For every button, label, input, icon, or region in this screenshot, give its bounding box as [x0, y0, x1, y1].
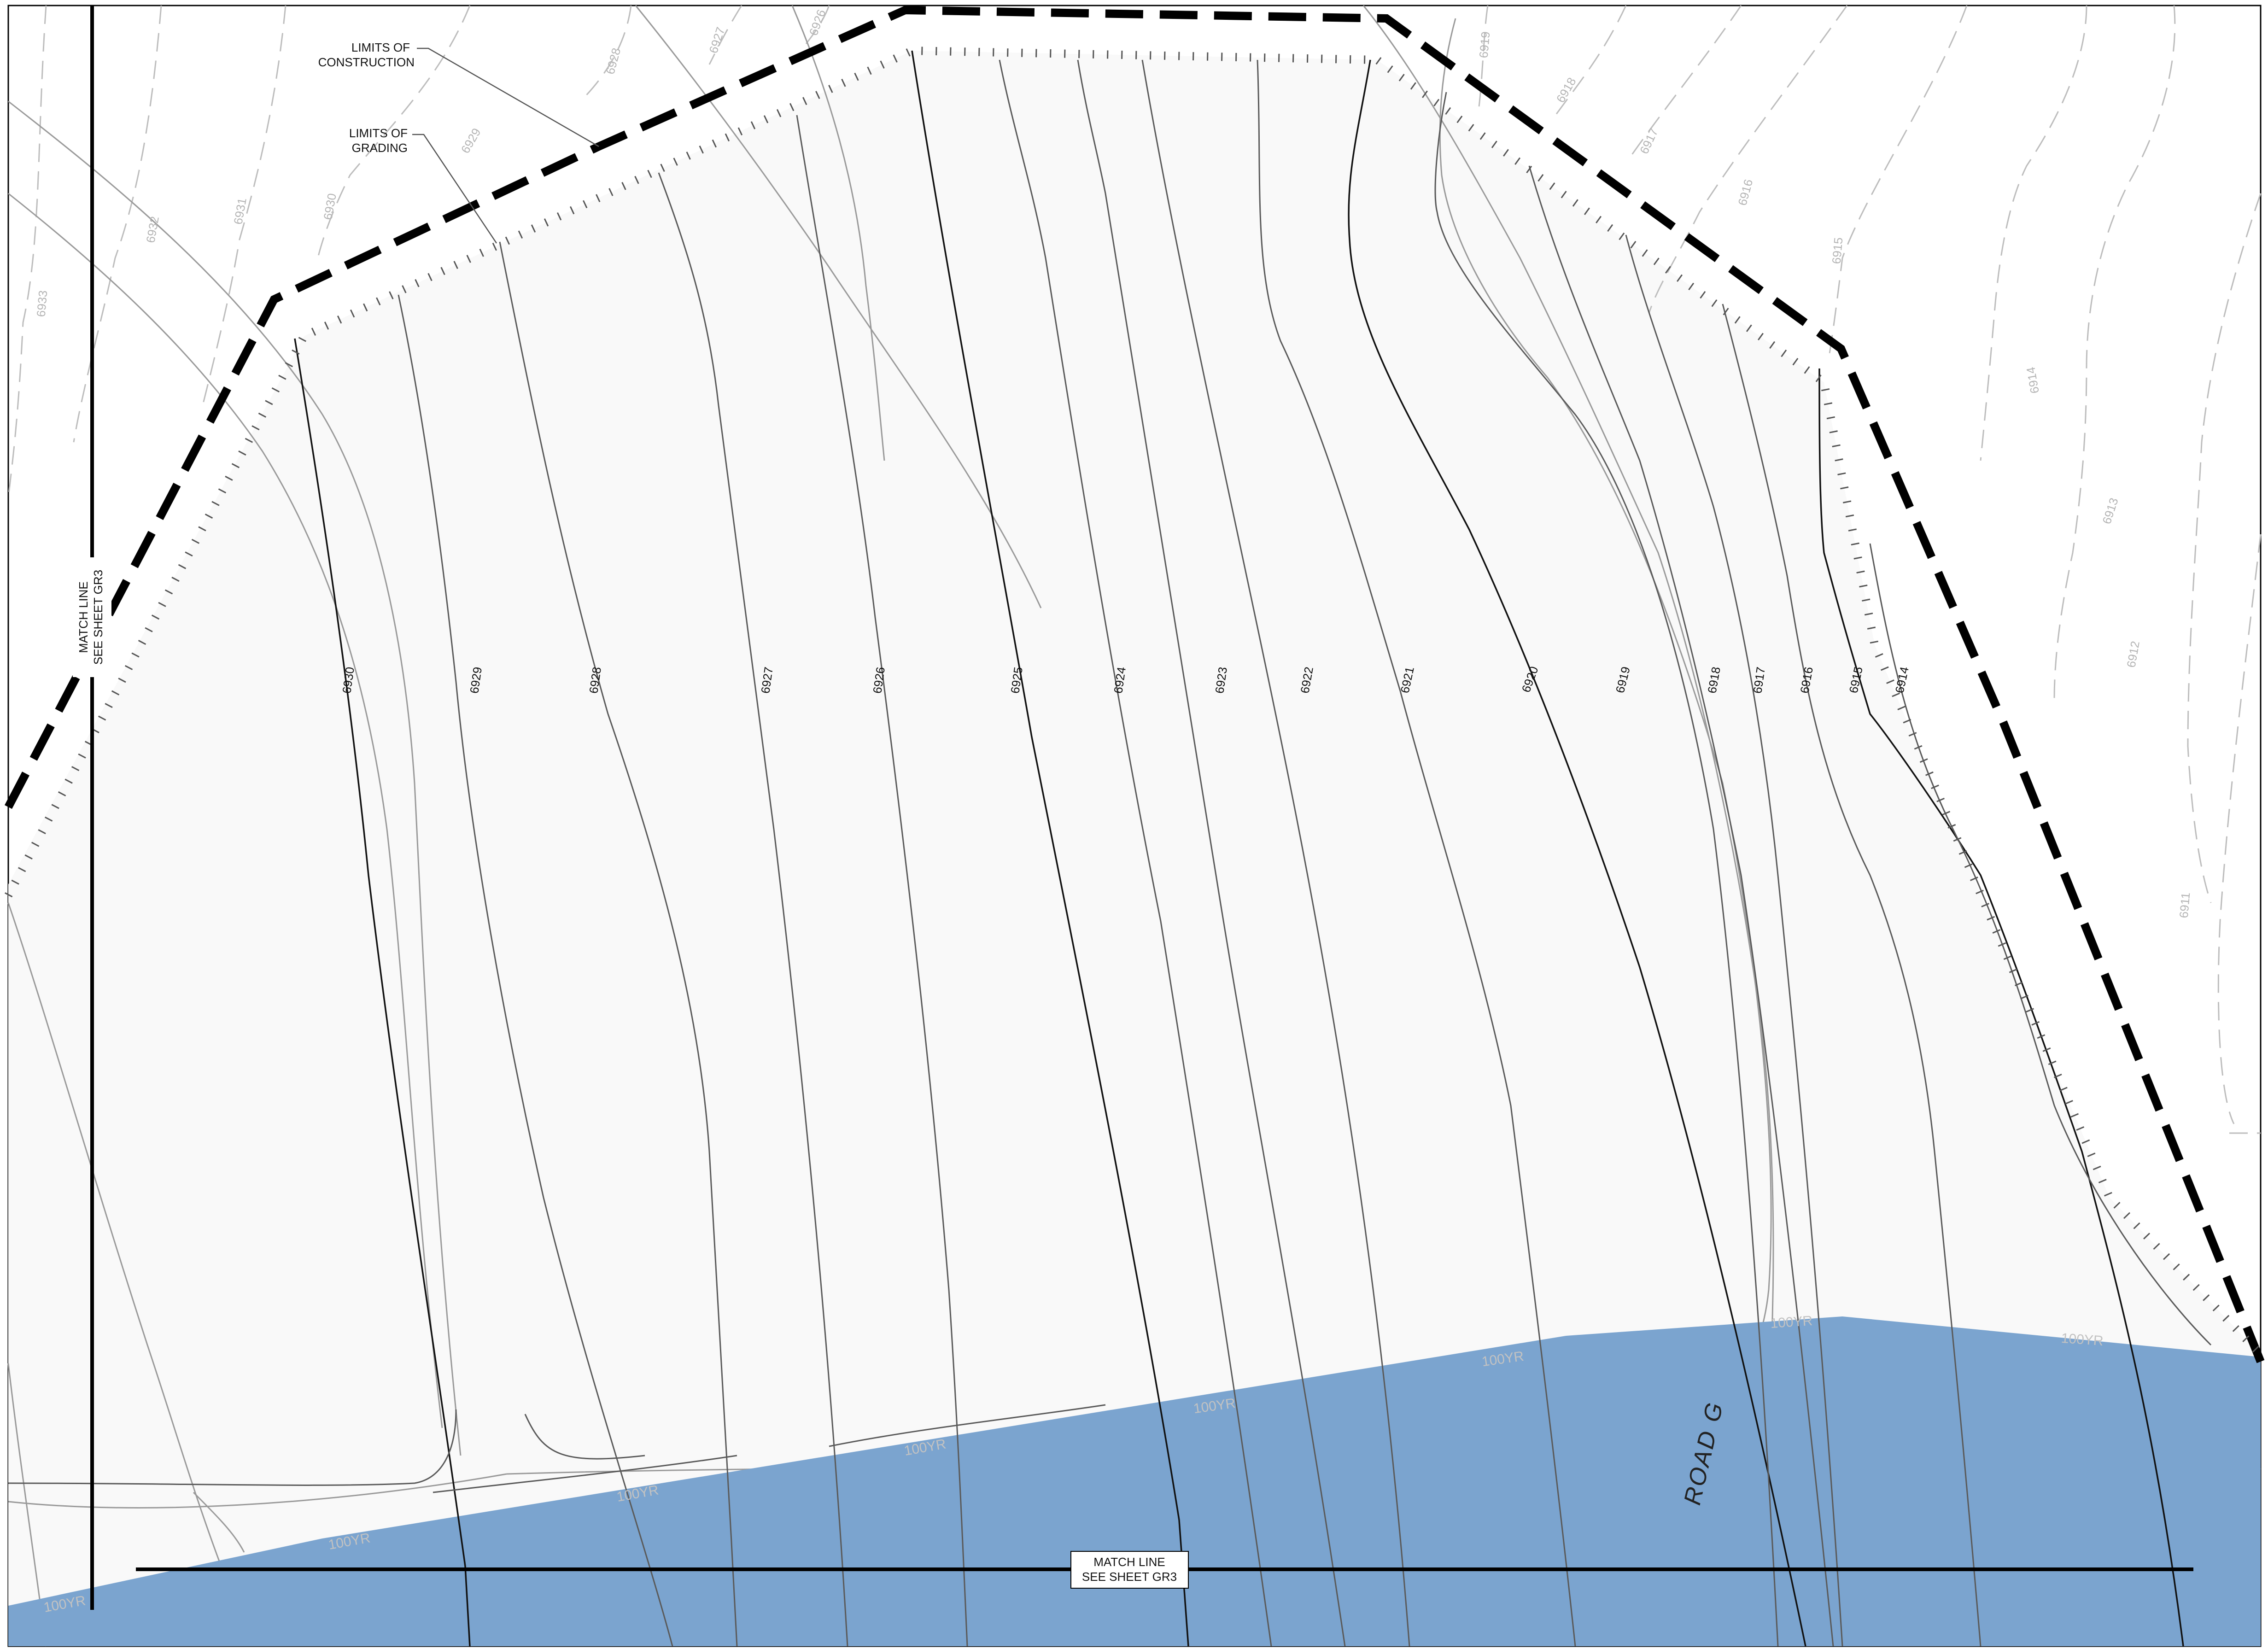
- limits-grading-label-2: GRADING: [352, 141, 408, 155]
- ex-label-6911: 6911: [2177, 892, 2193, 918]
- limits-grading-label-1: LIMITS OF: [349, 126, 408, 140]
- match-line-left-text-1: MATCH LINE: [76, 581, 90, 653]
- existing-contours: [7, 5, 2262, 1134]
- limits-construction-label-2: CONSTRUCTION: [318, 55, 415, 69]
- ex-label-6915: 6915: [1830, 237, 1846, 264]
- match-line-bottom-text-2: SEE SHEET GR3: [1082, 1570, 1177, 1584]
- ex-label-6919: 6919: [1477, 31, 1493, 58]
- match-line-left-label: MATCH LINE SEE SHEET GR3: [73, 557, 111, 677]
- leader-lines: [412, 47, 599, 244]
- proposed-contours: [8, 50, 2212, 1647]
- limits-construction-label-1: LIMITS OF: [351, 41, 410, 54]
- match-line-left-text-2: SEE SHEET GR3: [91, 570, 105, 665]
- graded-area: [8, 51, 2261, 1646]
- floodplain-label-7: 100YR: [1770, 1313, 1813, 1331]
- floodplain-100yr: [8, 1316, 2261, 1646]
- limits-of-construction-line: [5, 6, 2265, 1363]
- match-line-bottom-text-1: MATCH LINE: [1093, 1555, 1165, 1569]
- ex-label-6933: 6933: [34, 290, 50, 317]
- match-line-bottom-label: MATCH LINE SEE SHEET GR3: [1070, 1551, 1189, 1589]
- floodplain-label-8: 100YR: [2061, 1331, 2104, 1349]
